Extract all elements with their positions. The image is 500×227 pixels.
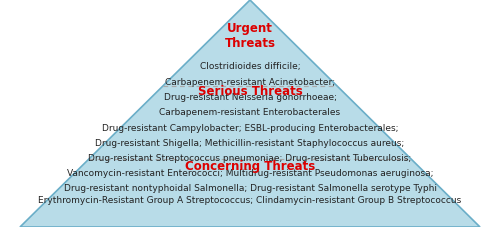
Text: Drug-resistant Campylobacter; ESBL-producing Enterobacterales;: Drug-resistant Campylobacter; ESBL-produ… — [102, 124, 398, 133]
Text: Vancomycin-resistant Enterococci; Multidrug-resistant Pseudomonas aeruginosa;: Vancomycin-resistant Enterococci; Multid… — [67, 169, 433, 178]
Text: Clostridioides difficile;: Clostridioides difficile; — [200, 62, 300, 72]
Text: Carbapenem-resistant Enterobacterales: Carbapenem-resistant Enterobacterales — [160, 108, 340, 117]
Text: Drug-resistant Streptococcus pneumoniae; Drug-resistant Tuberculosis;: Drug-resistant Streptococcus pneumoniae;… — [88, 154, 411, 163]
Text: Drug-resistant Shigella; Methicillin-resistant Staphylococcus aureus;: Drug-resistant Shigella; Methicillin-res… — [96, 139, 405, 148]
Text: Concerning Threats: Concerning Threats — [185, 160, 315, 173]
Text: Carbapenem-resistant Acinetobacter;: Carbapenem-resistant Acinetobacter; — [165, 77, 335, 86]
Text: Urgent
Threats: Urgent Threats — [224, 22, 276, 50]
Text: Erythromycin-Resistant Group A Streptococcus; Clindamycin-resistant Group B Stre: Erythromycin-Resistant Group A Streptoco… — [38, 196, 462, 205]
Text: Serious Threats: Serious Threats — [198, 85, 302, 99]
Text: Drug-resistant Neisseria gonorrhoeae;: Drug-resistant Neisseria gonorrhoeae; — [164, 93, 336, 102]
Text: Drug-resistant nontyphoidal Salmonella; Drug-resistant Salmonella serotype Typhi: Drug-resistant nontyphoidal Salmonella; … — [64, 184, 436, 193]
Polygon shape — [20, 0, 480, 227]
